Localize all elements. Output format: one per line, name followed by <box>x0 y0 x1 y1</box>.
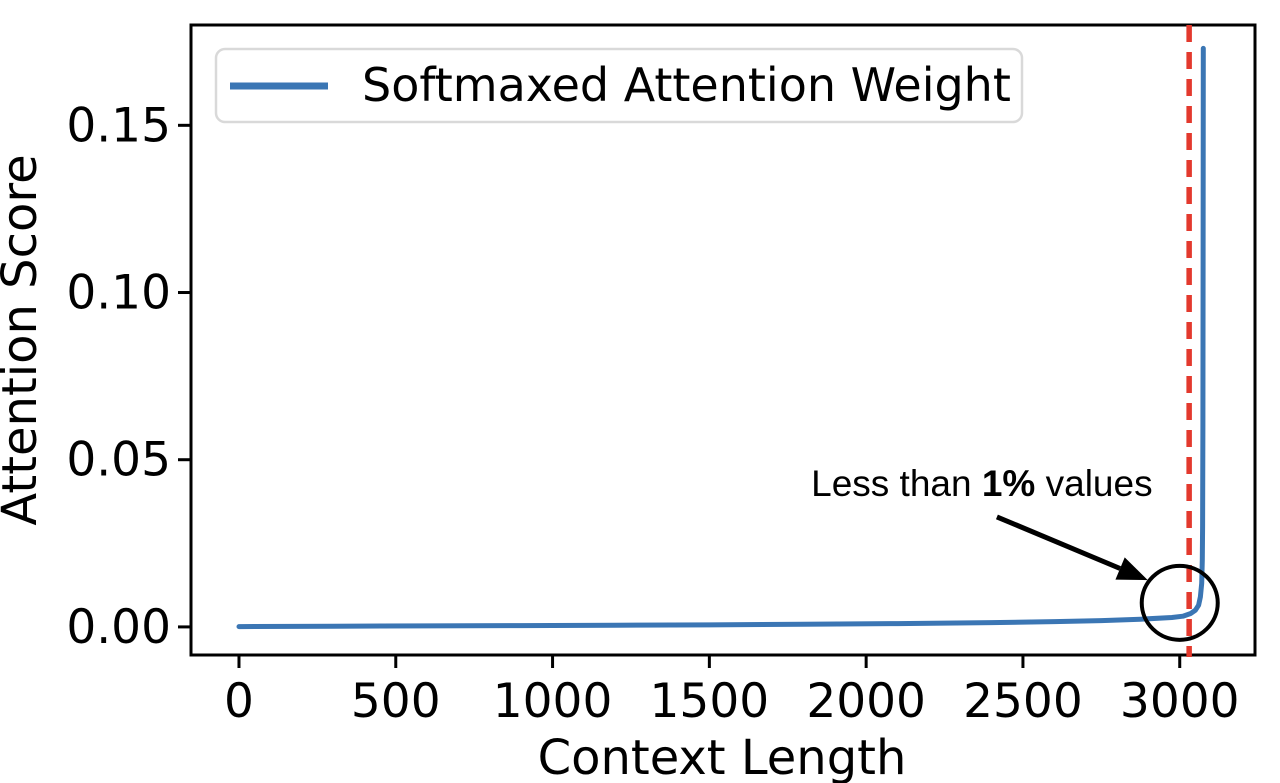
x-tick-label: 3000 <box>1120 674 1240 729</box>
annotation-text-regular: values <box>1035 463 1152 504</box>
x-axis-ticks: 0 500 1000 1500 2000 2500 3000 <box>224 655 1240 729</box>
legend-label: Softmaxed Attention Weight <box>362 58 1011 112</box>
x-tick-label: 0 <box>224 674 254 729</box>
x-tick-label: 500 <box>351 674 441 729</box>
series-line <box>236 45 1206 630</box>
annotation-circle <box>1139 563 1220 642</box>
plot-frame <box>189 23 1257 657</box>
x-tick-label: 2000 <box>806 674 926 729</box>
y-tick-label: 0.15 <box>66 98 171 153</box>
annotation-text-regular: Less than <box>811 463 982 504</box>
y-tick-label: 0.05 <box>66 433 171 488</box>
y-axis-ticks: 0.00 0.05 0.10 0.15 <box>66 98 191 655</box>
arrow-head <box>1115 557 1148 581</box>
y-tick-label: 0.10 <box>66 266 171 321</box>
legend-box <box>214 47 1024 124</box>
y-tick-label: 0.00 <box>66 600 171 655</box>
annotation-text: Less than 1% values <box>811 463 1152 504</box>
annotation-text-bold: 1% <box>982 463 1035 504</box>
x-tick-label: 1500 <box>650 674 770 729</box>
arrow-shaft <box>995 514 1122 571</box>
y-axis-label: Attention Score <box>0 154 48 525</box>
annotation-arrow-icon <box>995 514 1148 581</box>
x-tick-label: 2500 <box>963 674 1083 729</box>
legend: Softmaxed Attention Weight <box>214 47 1024 124</box>
x-tick-label: 1000 <box>493 674 613 729</box>
x-axis-label: Context Length <box>538 730 907 783</box>
